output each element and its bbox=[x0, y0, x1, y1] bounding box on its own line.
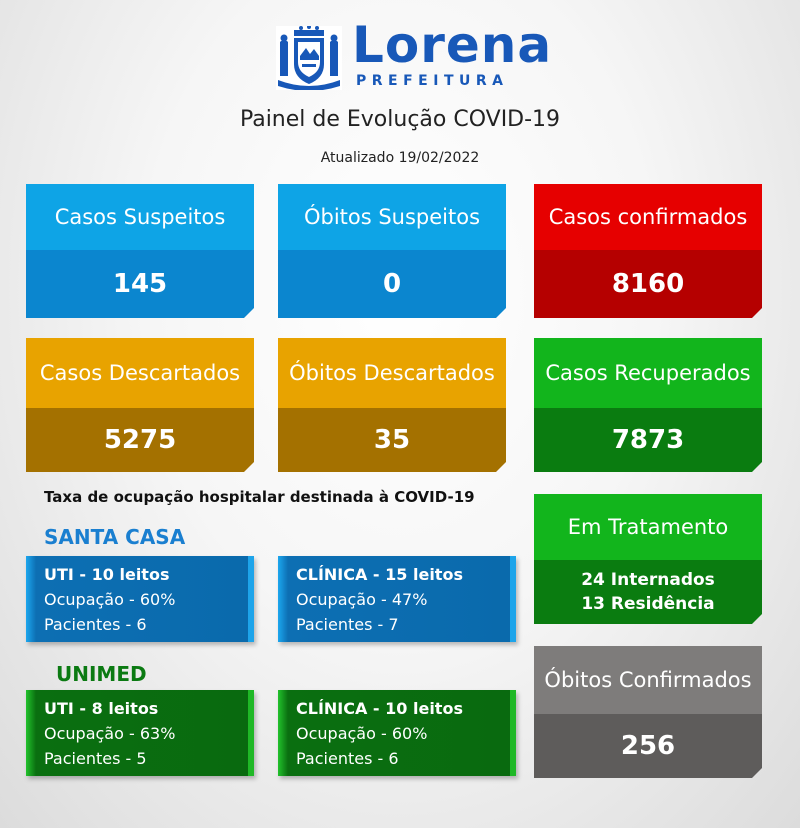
box-title: UTI - 8 leitos bbox=[44, 699, 159, 718]
santa-casa-clinica-box: CLÍNICA - 15 leitos Ocupação - 47% Pacie… bbox=[278, 556, 516, 642]
treatment-home: 13 Residência bbox=[581, 594, 715, 614]
hospital-unimed-label: UNIMED bbox=[56, 662, 147, 686]
box-title: UTI - 10 leitos bbox=[44, 565, 170, 584]
unimed-uti-box: UTI - 8 leitos Ocupação - 63% Pacientes … bbox=[26, 690, 254, 776]
card-value: 0 bbox=[278, 250, 506, 318]
card-suspected-deaths: Óbitos Suspeitos 0 bbox=[278, 184, 506, 318]
card-discarded-cases: Casos Descartados 5275 bbox=[26, 338, 254, 472]
card-value: 8160 bbox=[534, 250, 762, 318]
card-label: Casos Descartados bbox=[26, 338, 254, 408]
card-label: Casos Recuperados bbox=[534, 338, 762, 408]
last-updated: Atualizado 19/02/2022 bbox=[320, 150, 480, 166]
box-patients: Pacientes - 7 bbox=[296, 615, 399, 634]
box-title: CLÍNICA - 10 leitos bbox=[296, 699, 463, 718]
treatment-hospitalized: 24 Internados bbox=[581, 570, 715, 590]
card-value: 5275 bbox=[26, 408, 254, 472]
card-label: Óbitos Descartados bbox=[278, 338, 506, 408]
santa-casa-uti-box: UTI - 10 leitos Ocupação - 60% Pacientes… bbox=[26, 556, 254, 642]
card-value: 256 bbox=[534, 714, 762, 778]
card-label: Óbitos Confirmados bbox=[534, 646, 762, 714]
card-label: Casos confirmados bbox=[534, 184, 762, 250]
box-occupancy: Ocupação - 47% bbox=[296, 590, 428, 609]
box-patients: Pacientes - 5 bbox=[44, 749, 147, 768]
card-label: Casos Suspeitos bbox=[26, 184, 254, 250]
card-label: Em Tratamento bbox=[534, 494, 762, 560]
hospital-santa-casa-label: SANTA CASA bbox=[44, 525, 186, 549]
unimed-clinica-box: CLÍNICA - 10 leitos Ocupação - 60% Pacie… bbox=[278, 690, 516, 776]
box-occupancy: Ocupação - 60% bbox=[44, 590, 176, 609]
page-title: Painel de Evolução COVID-19 bbox=[239, 107, 561, 132]
occupancy-title: Taxa de ocupação hospitalar destinada à … bbox=[44, 488, 475, 506]
card-in-treatment: Em Tratamento 24 Internados 13 Residênci… bbox=[534, 494, 762, 624]
coat-of-arms-icon bbox=[276, 26, 342, 90]
card-confirmed-deaths: Óbitos Confirmados 256 bbox=[534, 646, 762, 778]
card-value: 7873 bbox=[534, 408, 762, 472]
card-label: Óbitos Suspeitos bbox=[278, 184, 506, 250]
city-logo: Lorena PREFEITURA bbox=[276, 16, 551, 90]
card-recovered: Casos Recuperados 7873 bbox=[534, 338, 762, 472]
card-suspected-cases: Casos Suspeitos 145 bbox=[26, 184, 254, 318]
box-patients: Pacientes - 6 bbox=[296, 749, 399, 768]
box-title: CLÍNICA - 15 leitos bbox=[296, 565, 463, 584]
card-value: 24 Internados 13 Residência bbox=[534, 560, 762, 624]
box-patients: Pacientes - 6 bbox=[44, 615, 147, 634]
card-value: 145 bbox=[26, 250, 254, 318]
box-occupancy: Ocupação - 60% bbox=[296, 724, 428, 743]
card-confirmed-cases: Casos confirmados 8160 bbox=[534, 184, 762, 318]
brand-subtitle: PREFEITURA bbox=[356, 73, 509, 89]
box-occupancy: Ocupação - 63% bbox=[44, 724, 176, 743]
card-discarded-deaths: Óbitos Descartados 35 bbox=[278, 338, 506, 472]
card-value: 35 bbox=[278, 408, 506, 472]
brand-name: Lorena bbox=[352, 16, 553, 74]
